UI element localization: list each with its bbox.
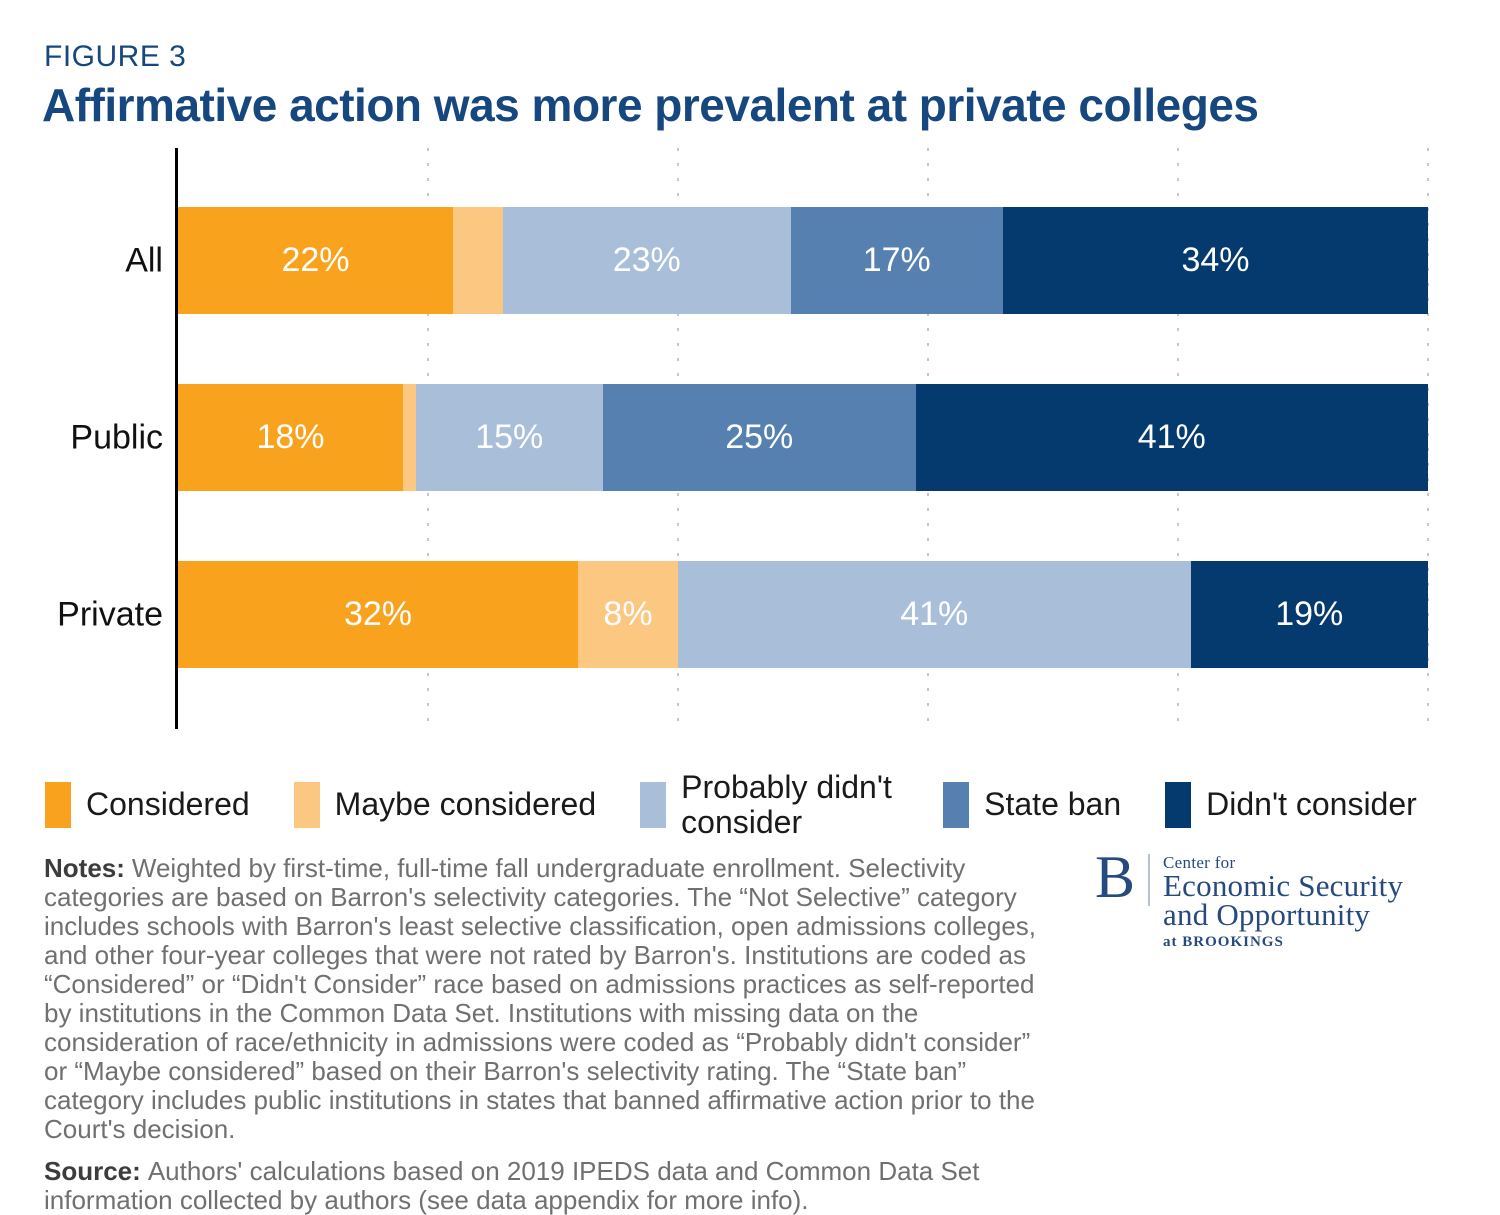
- bar-segment: 23%: [503, 207, 791, 314]
- legend-swatch-considered: [45, 781, 71, 828]
- bar-segment: 32%: [178, 561, 578, 668]
- chart-title: Affirmative action was more prevalent at…: [42, 79, 1259, 131]
- y-axis-line: [175, 148, 178, 729]
- legend-item-state-ban: State ban: [943, 781, 1122, 828]
- bar-row-public: Public 18% 15% 25% 41%: [70, 384, 1428, 491]
- figure: FIGURE 3 Affirmative action was more pre…: [42, 40, 1465, 1215]
- logo-economic-security: Economic Security: [1163, 868, 1404, 903]
- logo-and-opportunity: and Opportunity: [1163, 897, 1371, 932]
- logo-center-for: Center for: [1163, 853, 1236, 872]
- source-text: Authors' calculations based on 2019 IPED…: [44, 1156, 980, 1215]
- legend-swatch-probably-didnt-consider: [640, 781, 667, 828]
- legend-item-considered: Considered: [45, 781, 250, 828]
- source-label: Source:: [44, 1156, 141, 1186]
- logo-divider: [1148, 854, 1151, 906]
- bar-segment: [453, 207, 503, 314]
- segment-value-label: 17%: [862, 241, 931, 279]
- segment-value-label: 41%: [1137, 418, 1206, 456]
- bar-segment: 34%: [1003, 207, 1428, 314]
- category-label-private: Private: [57, 595, 163, 633]
- bar-segment: 18%: [178, 384, 403, 491]
- gridline-100: [1427, 148, 1429, 729]
- segment-value-label: 18%: [256, 418, 325, 456]
- notes-paragraph: Notes: Weighted by first-time, full-time …: [44, 854, 1060, 1144]
- segment-value-label: 25%: [725, 418, 794, 456]
- legend-label: Probably didn't consider: [681, 769, 892, 840]
- legend-item-probably-didnt-consider: Probably didn't consider: [640, 770, 899, 839]
- bar-rows: All 22% 23% 17% 34% Public 18% 15% 25% 41% Private…: [57, 207, 1428, 738]
- segment-value-label: 32%: [343, 595, 413, 633]
- bar-segment: 17%: [790, 207, 1003, 314]
- brookings-logo: B Center for Economic Security and Oppor…: [1095, 844, 1403, 951]
- notes-text: Weighted by first-time, full-time fall u…: [44, 853, 1036, 1144]
- segment-value-label: 8%: [603, 595, 653, 633]
- segment-value-label: 19%: [1275, 595, 1344, 633]
- category-label-public: Public: [70, 418, 163, 456]
- stacked-bar: 32% 8% 41% 19%: [178, 561, 1428, 668]
- figure-label: FIGURE 3: [44, 40, 187, 73]
- legend-label: State ban: [984, 786, 1122, 823]
- bar-row-private: Private 32% 8% 41% 19%: [57, 561, 1428, 668]
- bar-segment: 8%: [578, 561, 678, 668]
- source-paragraph: Source: Authors' calculations based on 20…: [44, 1157, 1060, 1215]
- bar-segment: 15%: [415, 384, 603, 491]
- plot-area: All 22% 23% 17% 34% Public 18% 15% 25% 41% Private…: [57, 148, 1429, 729]
- legend-swatch-didnt-consider: [1165, 781, 1192, 828]
- legend-swatch-maybe-considered: [293, 781, 320, 828]
- stacked-bar: 18% 15% 25% 41%: [178, 384, 1428, 491]
- legend-label: Considered: [86, 786, 250, 823]
- segment-value-label: 22%: [281, 241, 350, 279]
- category-label-all: All: [125, 241, 163, 279]
- bar-segment: 41%: [678, 561, 1191, 668]
- bar-segment: 41%: [915, 384, 1428, 491]
- legend-item-didnt-consider: Didn't consider: [1165, 781, 1417, 828]
- bar-segment: 22%: [178, 207, 453, 314]
- segment-value-label: 34%: [1181, 241, 1250, 279]
- bar-segment: 25%: [603, 384, 916, 491]
- legend: Considered Maybe considered Probably did…: [45, 770, 1465, 839]
- brookings-b-mark: B: [1095, 844, 1136, 910]
- legend-item-maybe-considered: Maybe considered: [293, 781, 597, 828]
- notes-label: Notes:: [44, 853, 125, 883]
- segment-value-label: 23%: [612, 241, 681, 279]
- legend-label: Didn't consider: [1206, 786, 1417, 823]
- stacked-bar: 22% 23% 17% 34%: [178, 207, 1428, 314]
- footnotes: Notes: Weighted by first-time, full-time …: [44, 854, 1060, 1215]
- logo-at-brookings: at BROOKINGS: [1163, 934, 1284, 950]
- legend-swatch-state-ban: [943, 781, 970, 828]
- logo-text: Center for Economic Security and Opportu…: [1163, 851, 1403, 951]
- bar-segment: 19%: [1190, 561, 1428, 668]
- legend-label: Maybe considered: [334, 786, 597, 823]
- segment-value-label: 15%: [475, 418, 544, 456]
- segment-value-label: 41%: [900, 595, 969, 633]
- bar-row-all: All 22% 23% 17% 34%: [125, 207, 1428, 314]
- bar-segment: [403, 384, 416, 491]
